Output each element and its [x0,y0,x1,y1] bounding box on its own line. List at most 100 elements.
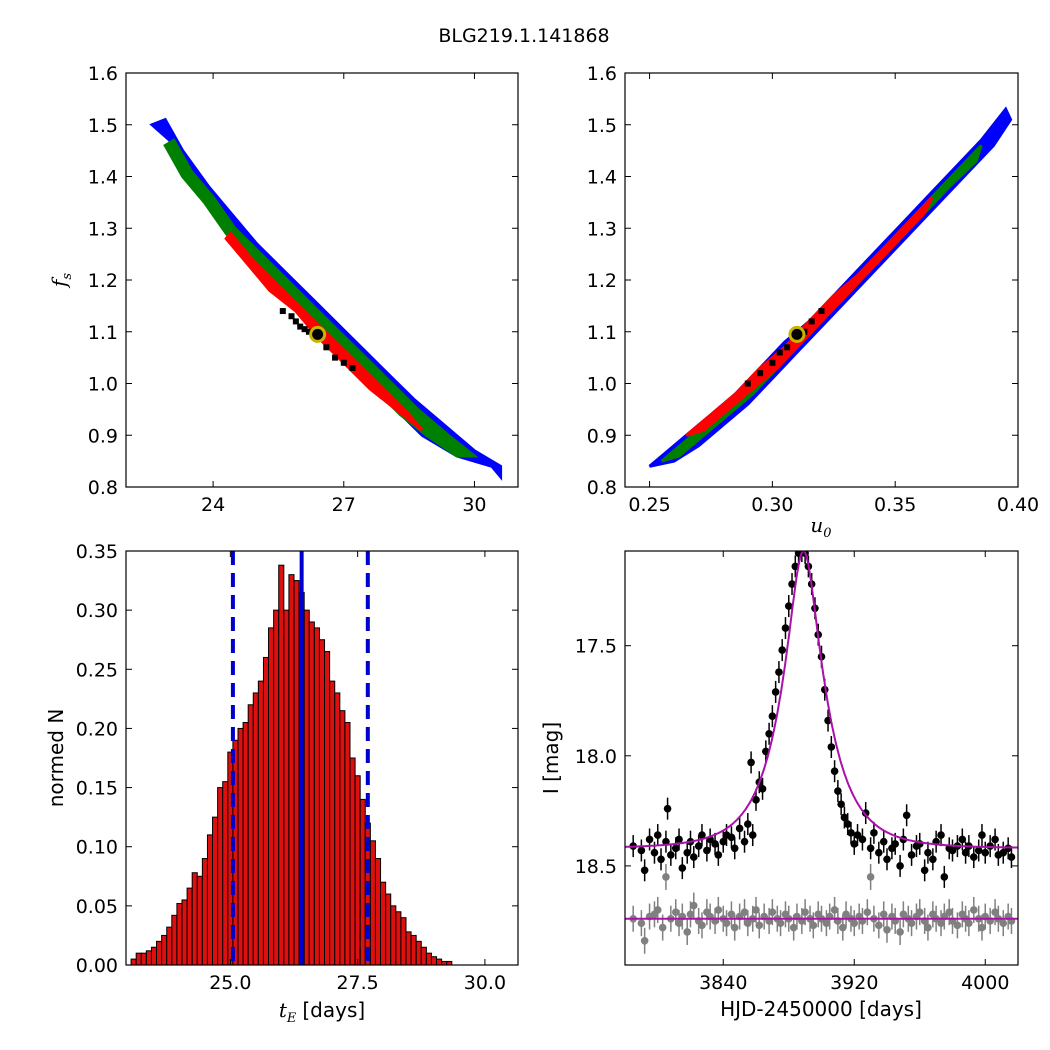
chain-point [769,359,776,366]
data-point-primary [781,624,790,632]
histogram-bar [130,958,137,966]
histogram-bar [374,858,382,966]
y-tick-label: 0.20 [76,718,118,740]
plot-frame [125,72,519,488]
chain-point [323,344,330,351]
y-tick-label: 0.00 [76,955,118,977]
data-point-secondary [768,908,777,916]
data-point-primary [640,866,649,875]
data-point-primary [778,646,786,654]
histogram-bar [385,893,392,966]
data-point-secondary [915,908,924,916]
axis-label-subscript: E [286,1011,297,1026]
data-point-secondary [945,908,954,916]
histogram-bar [420,946,427,966]
histogram-bar [273,609,280,966]
data-point-primary [981,848,990,857]
histogram-bar [156,940,163,966]
data-point-secondary [838,923,847,932]
data-point-secondary [689,901,698,910]
data-point-primary [937,831,945,839]
data-point-secondary [863,908,872,916]
histogram-bar [329,680,336,966]
y-tick-label: 18.0 [575,746,617,768]
plot-frame [624,550,1019,966]
data-point-primary [834,787,842,795]
data-point-primary [727,833,736,842]
data-point-primary [948,846,957,855]
x-tick-label: 0.40 [997,494,1039,516]
data-point-secondary [789,923,798,932]
posterior-regions [648,106,1013,468]
data-point-secondary [822,919,831,927]
data-point-primary [858,835,867,844]
histogram-bar [308,621,315,966]
data-point-secondary [752,906,760,914]
histogram-bar [217,787,224,966]
data-point-primary [843,820,852,828]
data-point-primary [675,835,683,844]
histogram-bar [196,875,203,966]
model-curve [625,551,1018,849]
x-tick-label: 24 [201,494,225,516]
data-point-secondary [675,919,683,927]
histogram-bar [237,727,244,966]
data-point-secondary [671,908,680,916]
data-point-secondary [776,919,785,927]
chain-point [279,308,286,315]
data-point-primary [694,842,703,850]
u0-axis-label: u0 [810,513,831,541]
data-point-primary [775,668,783,676]
histogram-bar [150,946,158,966]
data-point-primary [657,855,665,864]
y-tick-label: 1.3 [587,218,617,240]
histogram-bar [318,639,326,966]
data-point-primary [771,688,780,696]
data-point-primary [902,811,911,820]
data-point-primary [830,767,839,776]
histogram-bar [262,656,270,966]
y-tick-label: 0.30 [76,600,118,622]
histogram-bar [410,934,417,966]
panel-u0-vs-fs: 0.25 0.30 0.35 0.40 0.8 0.9 1.0 1.1 1.2 1.3 1.4 1.5… [587,63,1039,516]
chain-point [305,328,312,335]
chain-point [292,318,299,325]
fs-axis-label: fs [47,273,75,289]
data-point-primary [875,848,883,857]
data-point-primary [663,804,672,813]
data-point-secondary [830,906,839,914]
data-point-secondary [755,921,764,930]
data-point-primary [907,851,916,859]
histogram-bar [415,940,422,966]
data-point-primary [991,835,999,844]
histogram-bars [130,564,453,966]
y-tick-label: 17.5 [575,636,617,658]
histogram-bar [354,775,361,966]
data-point-primary [853,831,862,839]
data-point-primary [748,831,757,839]
panel-tE-histogram: 25.0 27.5 30.0 0.00 0.05 0.10 0.15 0.20 0.25 0.30… [76,541,519,994]
histogram-bar [171,914,178,966]
data-point-primary [784,602,793,610]
data-point-secondary [907,919,916,927]
data-point-secondary [924,923,932,932]
x-tick-label: 0.35 [874,494,916,516]
data-point-primary [929,855,937,864]
data-point-primary [768,712,777,720]
axis-label-subscript: 0 [823,526,831,541]
data-point-secondary [809,921,818,930]
data-point-secondary [999,919,1008,927]
data-point-primary [870,829,878,837]
data-point-primary [1007,853,1016,861]
histogram-bar [324,651,331,966]
histogram-bar [176,902,183,966]
data-point-primary [866,844,875,853]
histogram-bar [252,692,259,966]
data-point-primary [662,837,670,846]
data-point-primary [958,835,967,844]
histogram-bar [181,899,188,966]
histogram-bar [242,722,249,966]
region-outer [149,117,503,481]
data-point-primary [974,846,983,855]
data-point-primary [837,800,845,809]
